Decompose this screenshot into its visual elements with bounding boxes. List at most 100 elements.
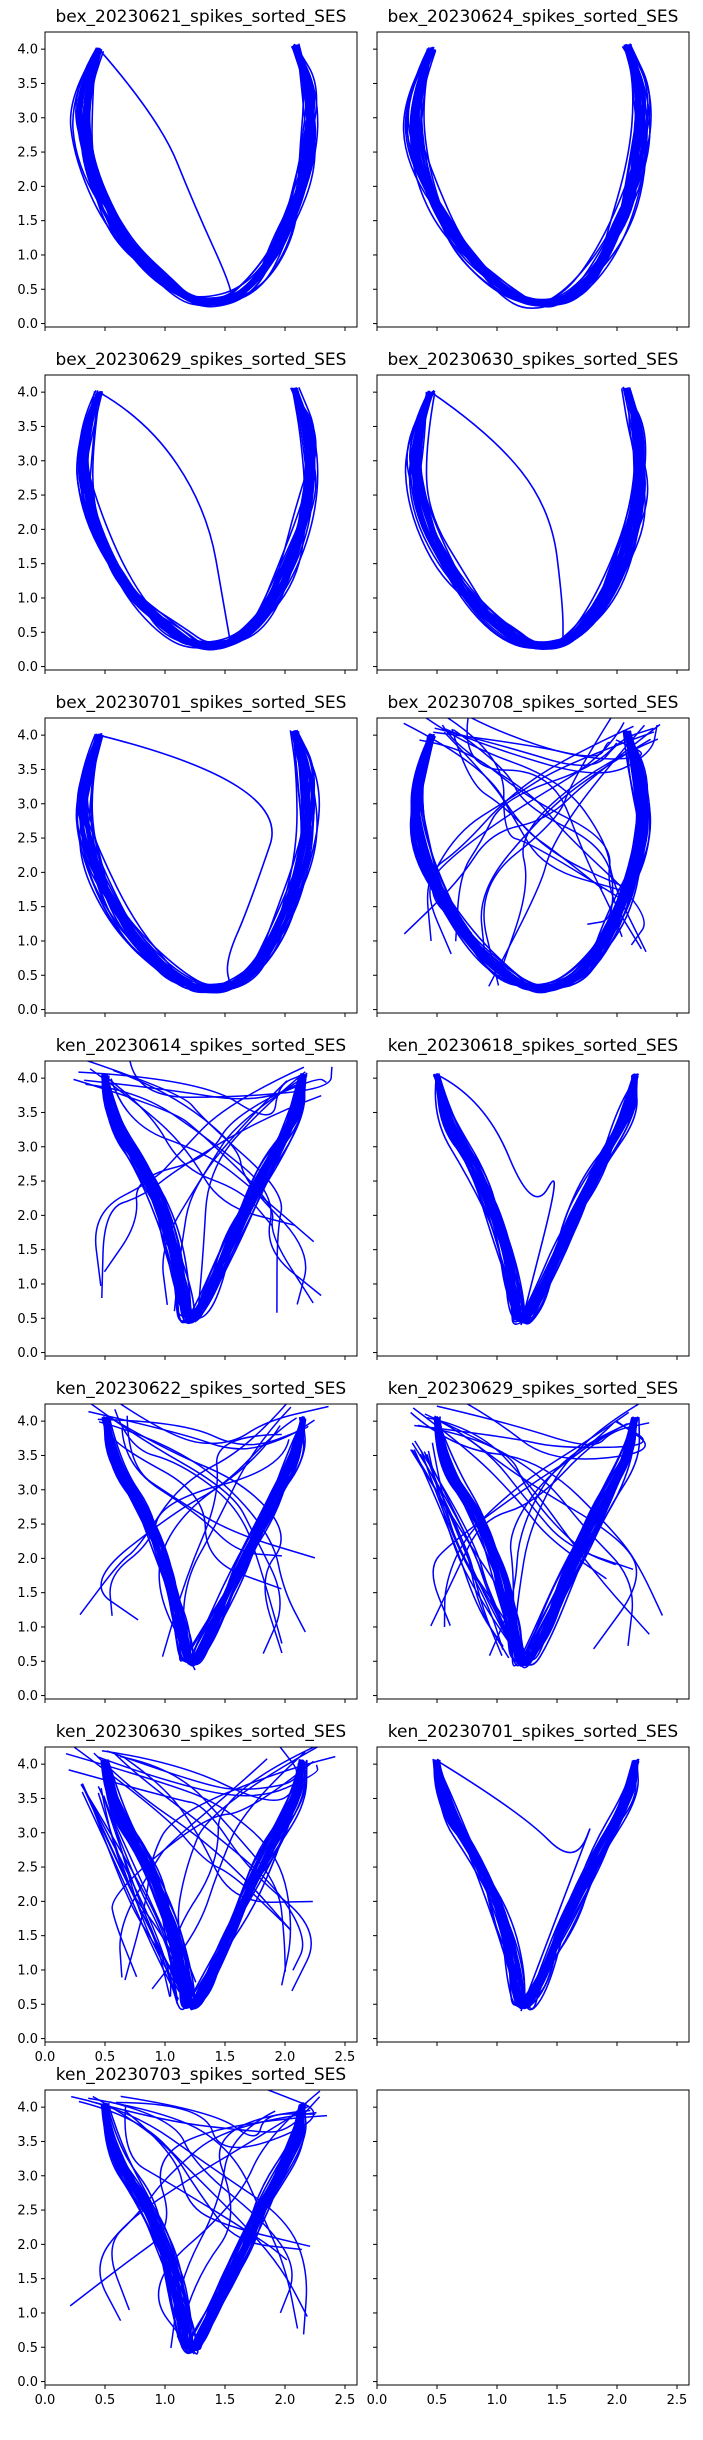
axes-frame (44, 717, 358, 1014)
trajectory-series (403, 718, 661, 994)
y-tick-label: 1.5 (17, 214, 38, 229)
trajectory-line (81, 1791, 180, 2000)
trajectory-line (434, 1074, 637, 1322)
trajectory-line (425, 388, 646, 644)
subplot-4: bex_20230630_spikes_sorted_SES (373, 350, 690, 674)
trajectory-line (436, 1759, 639, 2006)
y-tick-label: 4.0 (17, 386, 38, 401)
axes-frame (376, 31, 690, 328)
trajectory-line (104, 1417, 304, 1664)
trajectory-line (86, 389, 311, 651)
trajectory-line (412, 731, 640, 992)
subplot-8: ken_20230618_spikes_sorted_SES (373, 1036, 690, 1360)
trajectory-line (415, 44, 640, 308)
trajectory-line (71, 2095, 308, 2335)
trajectory-line (102, 2103, 305, 2349)
trajectory-line (410, 44, 643, 305)
subplot-11: ken_20230630_spikes_sorted_SES 0.0 0.5 1.0 1… (17, 1722, 358, 2065)
trajectory-line (80, 44, 307, 305)
trajectory-outlier-line (436, 1760, 591, 2012)
trajectory-line (438, 1759, 639, 2006)
trajectory-line (83, 730, 314, 991)
y-tick-label: 2.0 (17, 1209, 38, 1224)
subplot-6: bex_20230708_spikes_sorted_SES (373, 693, 690, 1017)
trajectory-line (99, 2105, 310, 2322)
trajectory-line (434, 1759, 635, 2005)
trajectory-line (433, 1759, 634, 2006)
y-tick-label: 2.0 (17, 866, 38, 881)
trajectory-line (417, 46, 643, 306)
trajectory-line (102, 2103, 306, 2351)
y-tick-label: 4.0 (17, 2101, 38, 2116)
y-tick-label: 3.0 (17, 1483, 38, 1498)
y-tick-label: 0.5 (17, 1655, 38, 1670)
trajectory-line (96, 1755, 319, 1797)
trajectory-line (84, 731, 315, 989)
trajectory-line (98, 1421, 306, 1633)
trajectory-line (97, 1418, 309, 1446)
x-tick-label: 1.5 (215, 2050, 236, 2065)
subplot-14: 0.0 0.5 1.0 1.5 2.0 2.5 (367, 2089, 690, 2408)
axes-frame (376, 374, 690, 671)
trajectory-line (78, 732, 308, 991)
trajectory-line (420, 45, 651, 307)
trajectory-line (420, 46, 641, 304)
trajectory-line (81, 388, 316, 645)
trajectory-line (83, 731, 314, 988)
trajectory-line (80, 1783, 176, 1991)
x-tick-label: 0.5 (427, 2393, 448, 2408)
trajectory-line (104, 2105, 307, 2349)
trajectory-line (86, 388, 317, 643)
trajectory-line (437, 1759, 637, 2008)
axes-frame (376, 2089, 690, 2386)
subplot-title: bex_20230701_spikes_sorted_SES (56, 693, 347, 713)
trajectory-line (105, 1416, 303, 1662)
trajectory-line (151, 1751, 306, 1990)
y-tick-label: 2.5 (17, 2204, 38, 2219)
y-tick-label: 0.0 (17, 660, 38, 675)
trajectory-line (103, 1760, 304, 2006)
subplot-3: bex_20230629_spikes_sorted_SES 0.0 0.5 1.0 1… (17, 350, 358, 675)
trajectory-line (443, 731, 622, 892)
trajectory-line (88, 2097, 299, 2329)
trajectory-line (409, 44, 645, 303)
trajectory-line (114, 1753, 304, 1971)
trajectory-line (81, 1783, 192, 2005)
trajectory-line (410, 44, 642, 305)
trajectory-line (513, 1404, 641, 1640)
trajectory-line (433, 1417, 635, 1663)
y-tick-label: 2.5 (17, 832, 38, 847)
trajectory-line (410, 44, 652, 307)
trajectory-series (65, 1747, 336, 2011)
trajectory-line (402, 45, 647, 310)
trajectory-line (102, 1416, 306, 1661)
trajectory-line (436, 1075, 634, 1325)
trajectory-line (438, 1758, 639, 2010)
trajectory-line (445, 724, 658, 774)
trajectory-line (433, 1758, 640, 2005)
subplot-title: ken_20230701_spikes_sorted_SES (388, 1722, 678, 1742)
y-tick-label: 0.0 (17, 1003, 38, 1018)
trajectory-line (105, 1760, 301, 2009)
trajectory-line (404, 46, 648, 302)
trajectory-series (75, 729, 321, 994)
subplot-13: ken_20230703_spikes_sorted_SES 0.0 0.5 1.0 1… (17, 2065, 358, 2408)
trajectory-line (73, 1747, 291, 1930)
trajectory-line (84, 45, 314, 305)
trajectory-line (103, 1083, 300, 1273)
y-tick-label: 3.5 (17, 1792, 38, 1807)
trajectory-line (82, 47, 316, 306)
trajectory-line (89, 387, 315, 646)
trajectory-series (73, 1061, 333, 1324)
trajectory-line (437, 1760, 635, 2006)
trajectory-line (411, 730, 641, 988)
trajectory-line (88, 1410, 315, 1450)
trajectory-line (436, 1073, 636, 1322)
trajectory-line (83, 731, 313, 992)
x-tick-label: 0.0 (35, 2050, 56, 2065)
y-tick-label: 1.0 (17, 1963, 38, 1978)
trajectory-line (429, 722, 625, 955)
subplot-title: ken_20230614_spikes_sorted_SES (56, 1036, 346, 1056)
trajectory-line (103, 2103, 306, 2351)
trajectory-line (91, 43, 308, 303)
